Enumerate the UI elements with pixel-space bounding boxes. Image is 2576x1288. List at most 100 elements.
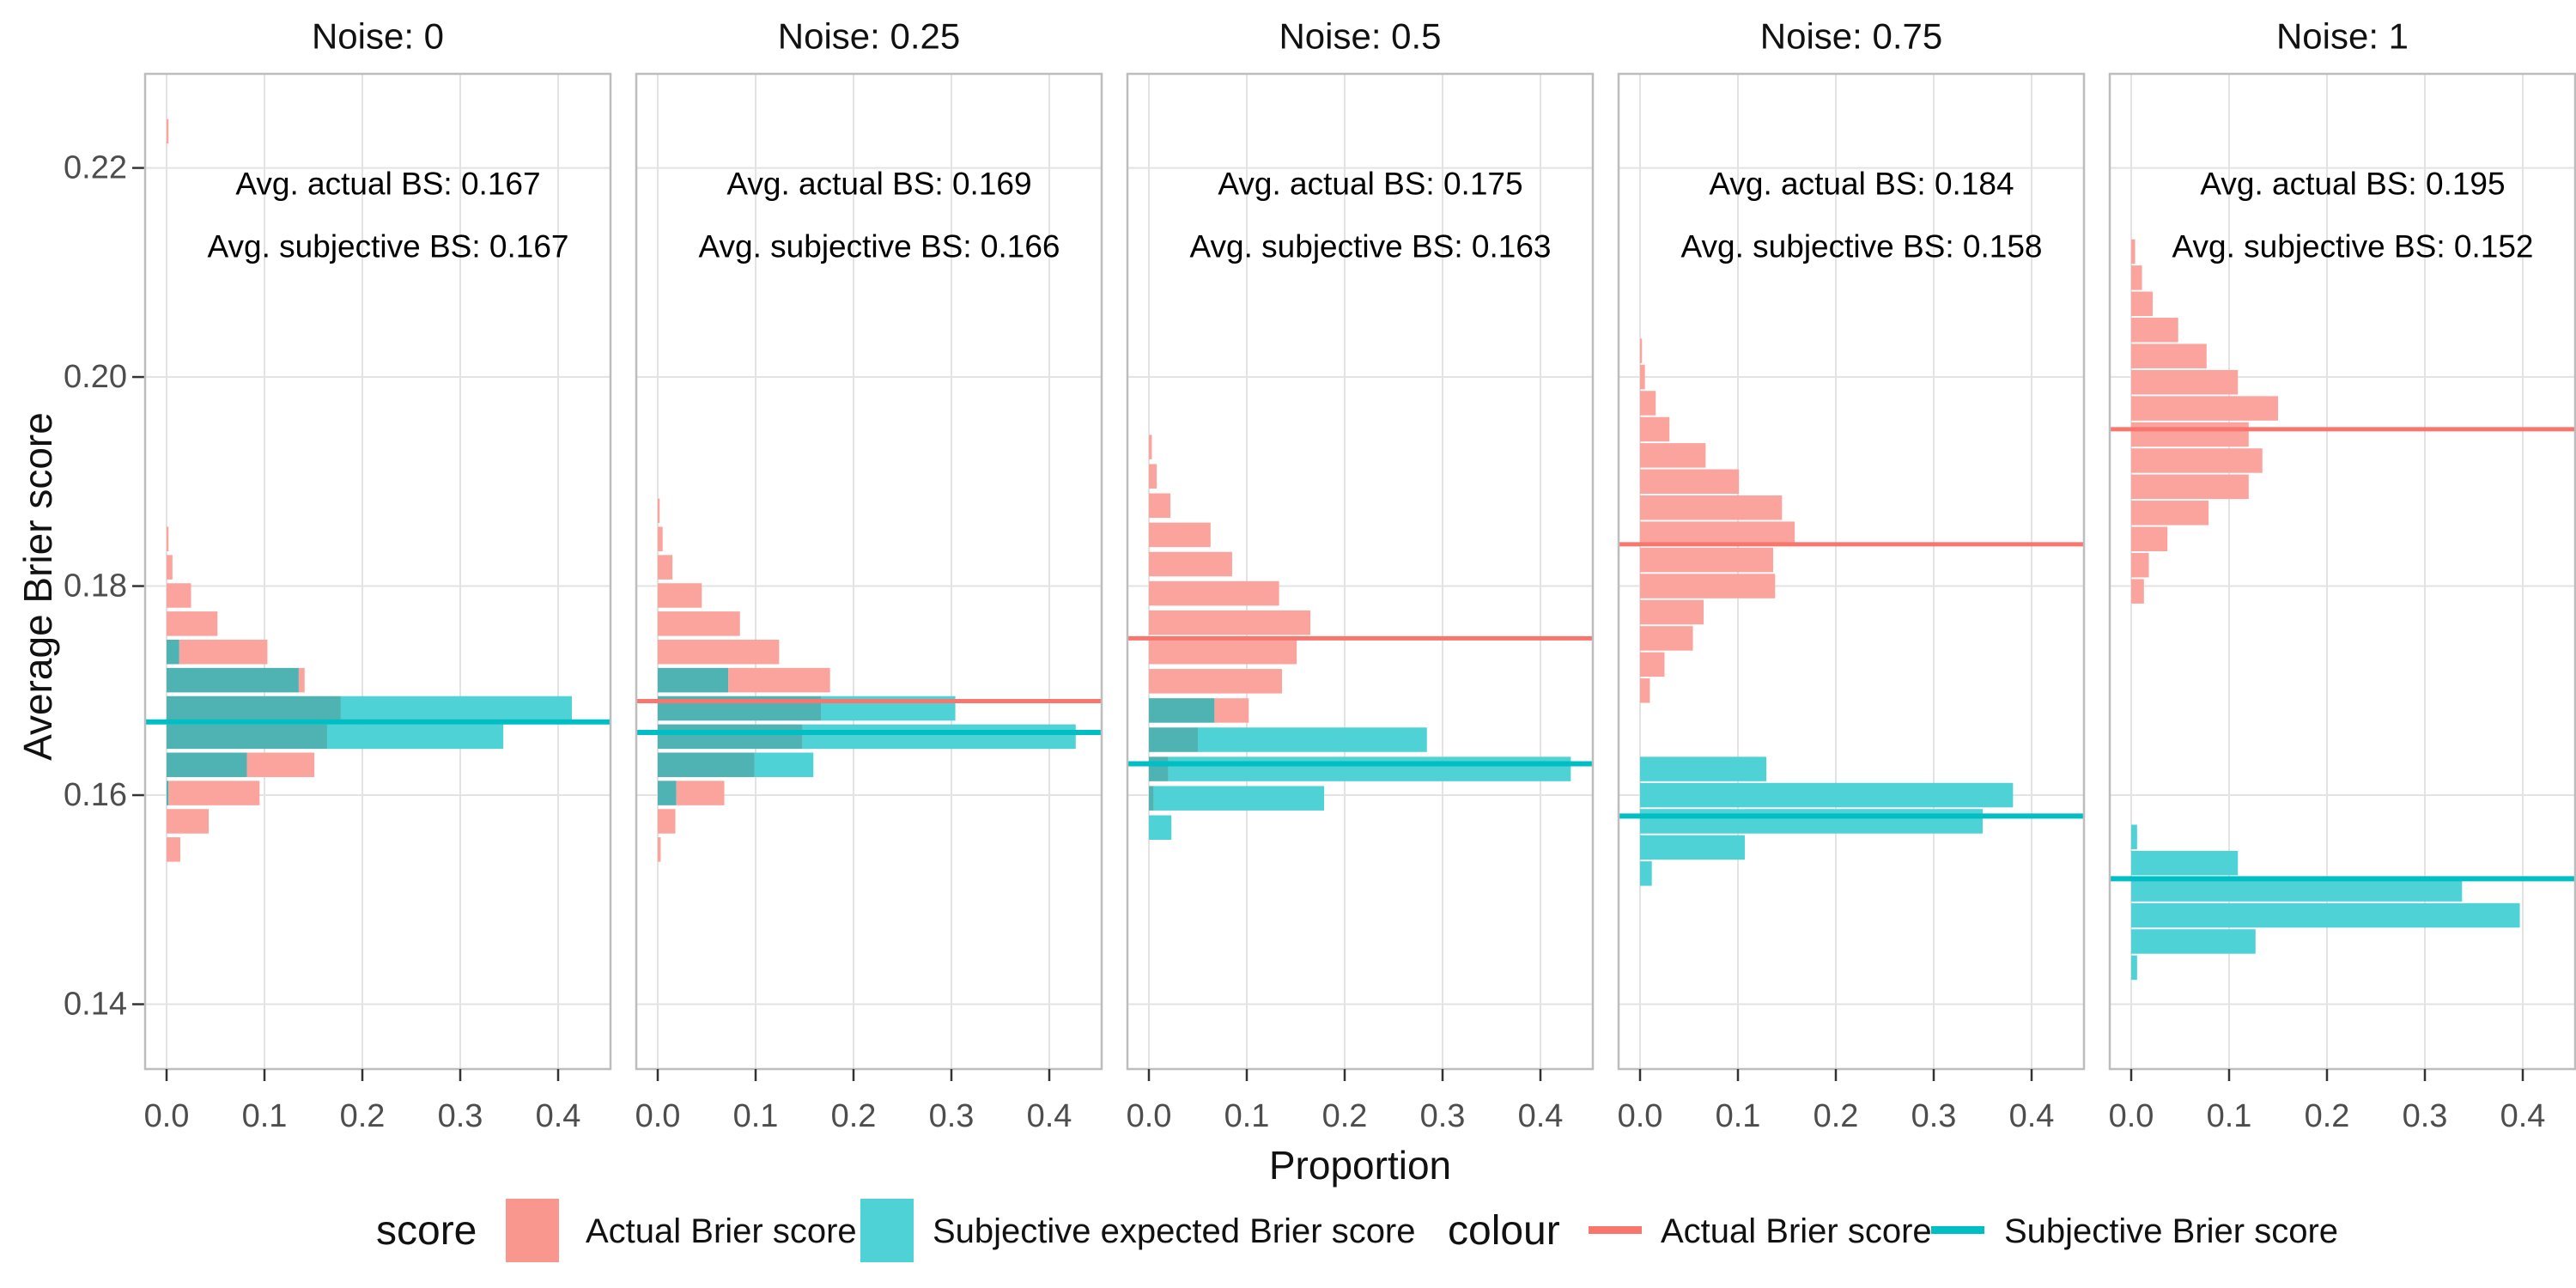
histogram-bar-actual [2131,501,2209,526]
histogram-bar-actual [1640,338,1643,363]
histogram-bar-actual [2131,396,2278,421]
histogram-bar-actual [2131,265,2142,290]
histogram-bar-subjective [2131,902,2520,928]
histogram-bar-actual [2131,448,2263,473]
panel-border [2108,72,2576,1071]
histogram-bar-overlap [658,781,677,805]
histogram-bar-actual [1149,434,1152,459]
panel-background [145,74,611,1069]
facet-title: Noise: 1 [2276,16,2409,57]
facet-title: Noise: 0.75 [1760,16,1942,57]
histogram-bar-subjective [1640,835,1745,860]
x-tick-label: 0.1 [733,1098,779,1134]
histogram-bar-actual [1640,443,1706,468]
y-tick-label: 0.18 [64,568,127,605]
panel-border [1126,72,1595,1071]
histogram-bar-actual [2131,552,2149,578]
histogram-bar-actual [1149,551,1232,577]
histogram-bar-actual [1149,464,1157,489]
histogram-bar-subjective [2131,929,2256,954]
panel-border [1617,72,2086,1071]
histogram-bar-actual [167,583,191,608]
histogram-bar-actual [658,809,676,834]
histogram-bar-actual [1149,493,1171,519]
x-tick-label: 0.4 [2009,1098,2055,1134]
histogram-bar-actual [246,752,315,777]
histogram-bar-actual [1149,522,1211,548]
histogram-bar-actual [1640,391,1656,416]
histogram-bar-overlap [167,724,327,750]
x-tick-label: 0.4 [2500,1098,2546,1134]
histogram-bar-subjective [2131,824,2137,849]
x-tick-label: 0.3 [438,1098,483,1134]
histogram-bar-actual [2131,343,2207,368]
x-tick-label: 0.2 [2305,1098,2350,1134]
histogram-bar-actual [167,611,218,636]
histogram-bar-subjective [1640,809,1983,834]
y-tick-label: 0.22 [64,150,127,186]
x-tick-label: 0.0 [144,1098,190,1134]
histogram-bar-overlap [1149,786,1154,811]
histogram-bar-actual [658,526,663,552]
histogram-bar-actual [1640,626,1693,651]
histogram-bar-overlap [167,639,179,665]
histogram-bar-actual [658,583,702,608]
histogram-bar-actual [658,498,660,524]
y-tick-label: 0.16 [64,777,127,813]
histogram-bar-actual [2131,369,2239,395]
histogram-bar-actual [1640,495,1783,520]
histogram-bar-actual [167,555,173,580]
histogram-bar-overlap [167,696,341,721]
histogram-bar-subjective [1168,756,1571,781]
histogram-bar-overlap [1149,727,1198,752]
histogram-bar-actual [2131,579,2144,604]
histogram-bar-actual [1149,580,1279,606]
histogram-bar-actual [1640,469,1740,495]
facet-title: Noise: 0 [312,16,444,57]
histogram-bar-actual [1640,652,1665,677]
x-tick-label: 0.4 [1027,1098,1072,1134]
histogram-bar-overlap [658,667,729,693]
x-tick-label: 0.4 [1518,1098,1564,1134]
x-tick-label: 0.0 [2109,1098,2154,1134]
histogram-bar-actual [2131,291,2154,317]
x-tick-label: 0.3 [929,1098,975,1134]
x-tick-label: 0.3 [1420,1098,1466,1134]
panel-border [143,72,612,1071]
histogram-bar-subjective [754,752,814,777]
x-tick-label: 0.0 [1127,1098,1172,1134]
x-tick-label: 0.2 [340,1098,386,1134]
histogram-bar-actual [167,837,180,862]
facet-title: Noise: 0.25 [778,16,960,57]
histogram-bar-actual [1640,416,1670,442]
x-tick-label: 0.1 [242,1098,288,1134]
histogram-bar-actual [1149,669,1283,694]
x-tick-label: 0.1 [2207,1098,2252,1134]
histogram-bar-subjective [2131,955,2137,981]
histogram-bar-actual [167,809,210,834]
histogram-bar-overlap [658,724,803,750]
histogram-bar-subjective [1640,782,2014,808]
histogram-bar-actual [728,667,830,693]
histogram-bar-actual [676,781,725,805]
histogram-bar-actual [1149,639,1297,665]
histogram-bar-overlap [658,752,755,777]
annotation-avg-actual: Avg. actual BS: 0.175 [1218,167,1522,202]
histogram-bar-actual [167,118,169,144]
x-axis-title: Proportion [1268,1143,1452,1188]
annotation-avg-subjective: Avg. subjective BS: 0.158 [1681,229,2043,264]
x-tick-label: 0.1 [1224,1098,1270,1134]
annotation-avg-subjective: Avg. subjective BS: 0.152 [2172,229,2534,264]
histogram-bar-actual [1640,678,1650,703]
histogram-bar-actual [1640,547,1774,573]
x-tick-label: 0.1 [1716,1098,1761,1134]
x-tick-label: 0.2 [1322,1098,1368,1134]
histogram-bar-actual [658,639,780,665]
histogram-bar-actual [2131,526,2168,552]
histogram-bar-actual [298,667,305,693]
histogram-bar-actual [1214,698,1249,723]
histogram-bar-subjective [2131,850,2239,876]
x-tick-label: 0.2 [831,1098,877,1134]
